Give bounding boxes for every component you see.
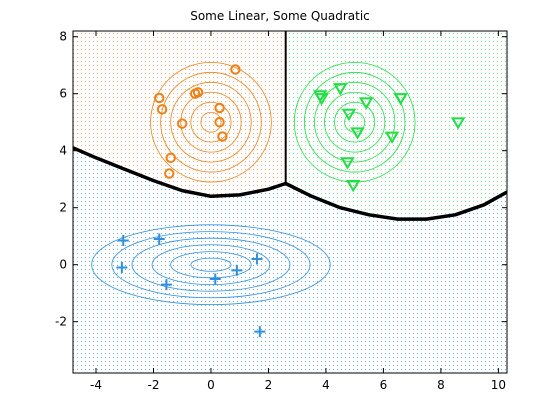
contour-ellipse [314, 81, 396, 163]
contour-ellipse [150, 61, 272, 183]
contour-ellipse [303, 71, 406, 173]
x-tick-label: 8 [437, 378, 445, 392]
y-tick-label: 2 [59, 201, 67, 215]
y-tick-label: 6 [59, 87, 67, 101]
data-point-circle [165, 152, 176, 164]
y-tick-label: 4 [59, 144, 67, 158]
contour-ellipse [334, 101, 376, 143]
y-tick-label: 8 [59, 30, 67, 44]
x-tick-label: 0 [207, 378, 215, 392]
data-point-triangle [345, 180, 361, 193]
data-point-circle [230, 64, 241, 75]
contour-ellipse [190, 257, 232, 272]
data-point-circle [177, 118, 188, 129]
plot-layer [73, 31, 507, 373]
data-point-circle [192, 87, 204, 98]
region-green [285, 31, 507, 220]
contour-ellipse [91, 224, 331, 306]
data-point-plus [117, 234, 129, 246]
x-tick-label: 6 [380, 378, 388, 392]
data-point-triangle [384, 131, 400, 144]
y-tick-label: -2 [55, 315, 67, 329]
contour-ellipse [131, 237, 291, 292]
data-point-plus [209, 273, 221, 285]
data-point-plus [160, 279, 172, 291]
axes-box [72, 30, 508, 374]
y-tick-label: 0 [59, 258, 67, 272]
contour-ellipse [170, 251, 252, 279]
data-point-triangle [358, 97, 374, 110]
data-point-triangle [350, 127, 365, 140]
contour-ellipse [190, 101, 232, 143]
contour-ellipse [170, 81, 252, 163]
x-tick-label: 10 [491, 378, 506, 392]
data-point-plus [116, 262, 128, 274]
data-point-circle [214, 102, 225, 114]
data-point-triangle [341, 108, 357, 122]
data-point-circle [214, 117, 225, 128]
contour-ellipse [180, 91, 242, 153]
data-point-triangle [340, 157, 355, 170]
contour-ellipse [324, 91, 386, 153]
x-tick-label: 4 [322, 378, 330, 392]
data-point-plus [231, 264, 243, 276]
contour-ellipse [151, 244, 271, 286]
data-point-plus [153, 233, 165, 245]
data-point-triangle [450, 117, 466, 130]
data-point-circle [164, 168, 175, 179]
data-point-circle [154, 92, 165, 104]
data-point-triangle [333, 83, 348, 96]
x-tick-label: -2 [147, 378, 159, 392]
data-point-triangle [393, 93, 408, 106]
data-point-plus [251, 253, 263, 265]
contour-ellipse [200, 111, 222, 133]
x-tick-label: -4 [90, 378, 102, 392]
data-point-circle [156, 104, 168, 115]
boundary-curve-left [73, 146, 287, 199]
data-point-triangle [314, 93, 329, 106]
x-tick-label: 2 [265, 378, 273, 392]
boundary-curve-right [284, 181, 507, 221]
data-point-plus [254, 326, 266, 338]
chart-title: Some Linear, Some Quadratic [190, 9, 370, 23]
contour-ellipse [160, 71, 262, 173]
data-point-circle [217, 131, 228, 142]
contour-ellipse [111, 231, 311, 299]
